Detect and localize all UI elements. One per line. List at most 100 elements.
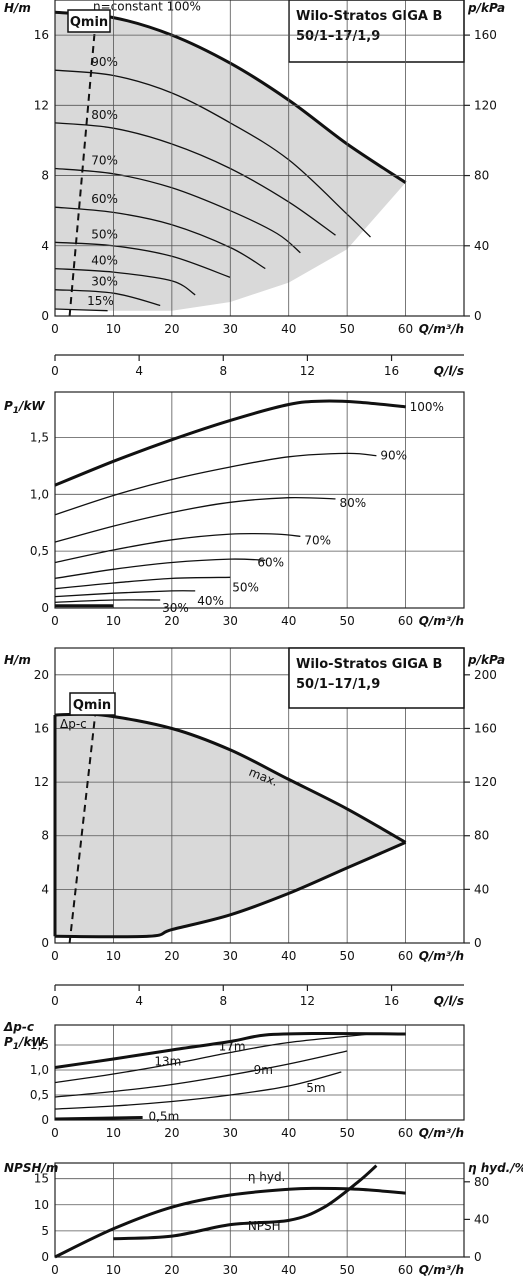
chart-1-xtick: 60 (398, 614, 413, 628)
chart-0-xtick: 60 (398, 322, 413, 336)
series-line (54, 267, 196, 296)
chart-1-curves: 100% 90% 80% 70% 60% 50% 40% 30% P1/kW (4, 399, 444, 615)
series-label: 9m (254, 1063, 273, 1077)
chart-1-xtick: 20 (164, 614, 179, 628)
chart-3-xtick: 0 (51, 1126, 59, 1140)
series-label: 30% (162, 601, 189, 615)
chart-1-xtick: 30 (223, 614, 238, 628)
series-line (54, 496, 336, 543)
chart-title-line: Wilo-Stratos GIGA B (296, 657, 442, 672)
chart-3-xlabel: Q/m³/h (419, 1126, 464, 1140)
y-axis-label-main: P (4, 399, 13, 413)
secondary-x-tick: 16 (384, 994, 399, 1008)
series-line (54, 532, 301, 564)
secondary-x-tick: 8 (219, 364, 227, 378)
chart-1: 0 10 20 30 40 50 60 Q/m³/h 0 0,5 1,0 1,5 (30, 391, 465, 628)
chart-3-xtick: 60 (398, 1126, 413, 1140)
chart-2-rtick: 120 (474, 775, 497, 789)
chart-3: 0 10 20 30 40 50 60 Q/m³/h 0 0,5 1,0 1,5 (30, 1024, 465, 1140)
series-label: 90% (380, 449, 407, 463)
chart-1-xtick: 40 (281, 614, 296, 628)
series-line (54, 599, 161, 603)
secondary-x-tick: 0 (51, 364, 59, 378)
chart-3-xtick: 20 (164, 1126, 179, 1140)
chart-0-ytick: 12 (34, 98, 49, 112)
y-axis-label-right: p/kPa (467, 653, 505, 667)
y-axis-label: P1/kW (4, 1035, 45, 1052)
chart-2-ytick: 8 (41, 829, 49, 843)
chart-2: 0 10 20 30 40 50 60 Q/m³/h048121620040801201602… (34, 647, 497, 963)
chart-3-xtick: 50 (340, 1126, 355, 1140)
qmin-line (68, 17, 97, 317)
series-line (54, 1033, 371, 1084)
chart-2-ytick: 20 (34, 668, 49, 682)
chart-2-ytick: 4 (41, 882, 49, 896)
chart-3-ytick: 0 (41, 1113, 49, 1127)
chart-4-xtick: 20 (164, 1263, 179, 1277)
series-line (54, 308, 108, 312)
series-label: 13m (154, 1055, 181, 1069)
chart-0-xlabel: Q/m³/h (419, 322, 464, 336)
chart-4-ytick: 15 (34, 1172, 49, 1186)
chart-3-curves: 17m 13m 9m 5m 0,5m Δp-cP1/kW (3, 1020, 406, 1124)
chart-2-rtick: 40 (474, 882, 489, 896)
secondary-x-tick: 0 (51, 994, 59, 1008)
chart-4-xtick: 50 (340, 1263, 355, 1277)
chart-0-ytick: 16 (34, 28, 49, 42)
chart-4-curves: η hyd. NPSH NPSH/m η hyd./% (4, 1161, 523, 1259)
series-label: η hyd. (248, 1170, 286, 1184)
chart-4-xtick: 60 (398, 1263, 413, 1277)
chart-1-xtick: 0 (51, 614, 59, 628)
secondary-x-tick: 4 (135, 364, 143, 378)
series-line (54, 452, 377, 516)
chart-2-rtick: 80 (474, 829, 489, 843)
secondary-x-tick: 8 (219, 994, 227, 1008)
chart-2-xtick: 30 (223, 949, 238, 963)
chart-3-ytick: 0,5 (30, 1088, 49, 1102)
secondary-x-axis: 0 4 8 12 16 Q/l/s (51, 984, 464, 1008)
chart-0-rtick: 120 (474, 98, 497, 112)
qmin-box (69, 692, 116, 716)
chart-2-xlabel: Q/m³/h (419, 949, 464, 963)
series-label: 50% (232, 580, 259, 594)
series-line (54, 576, 231, 590)
chart-4-frame (54, 1162, 465, 1258)
chart-4-rtick: 40 (474, 1212, 489, 1226)
y-axis-label: H/m (4, 1, 31, 15)
chart-4-rtick: 80 (474, 1175, 489, 1189)
chart-4-xlabel: Q/m³/h (419, 1263, 464, 1277)
chart-0-xtick: 20 (164, 322, 179, 336)
chart-2-rtick: 200 (474, 668, 497, 682)
chart-1-xtick: 50 (340, 614, 355, 628)
secondary-x-axis: 0 4 8 12 16 Q/l/s (51, 354, 464, 378)
chart-0-xtick: 50 (340, 322, 355, 336)
series-line (54, 590, 196, 598)
secondary-x-tick: 4 (135, 994, 143, 1008)
series-line (54, 167, 301, 254)
series-label: 70% (304, 533, 331, 547)
series-line (54, 122, 336, 236)
chart-2-xtick: 10 (106, 949, 121, 963)
y-axis-label: NPSH/m (4, 1161, 58, 1175)
chart-1-ytick: 0 (41, 601, 49, 615)
qmin-box (67, 9, 111, 33)
qmin-label: Qmin (73, 698, 111, 713)
chart-3-xtick: 40 (281, 1126, 296, 1140)
chart-3-xtick: 30 (223, 1126, 238, 1140)
series-label: 60% (257, 555, 284, 569)
chart-0-curves: n=constant 100% 90% 80% 70% 60% 50% 40% 30% 15% Q… (4, 0, 505, 317)
series-label: n=constant 100% (93, 0, 201, 13)
chart-2-ytick: 16 (34, 721, 49, 735)
control-mode-label: Δp-c (60, 717, 87, 731)
chart-0-rtick: 40 (474, 239, 489, 253)
chart-0-rtick: 0 (474, 309, 482, 323)
chart-1-ytick: 0,5 (30, 544, 49, 558)
chart-2-rtick: 0 (474, 936, 482, 950)
secondary-x-tick: 12 (300, 994, 315, 1008)
series-label: 0,5m (148, 1110, 179, 1124)
series-line (54, 1050, 348, 1098)
chart-1-ytick: 1,0 (30, 487, 49, 501)
y-axis-label-sub: 1 (13, 1042, 19, 1052)
